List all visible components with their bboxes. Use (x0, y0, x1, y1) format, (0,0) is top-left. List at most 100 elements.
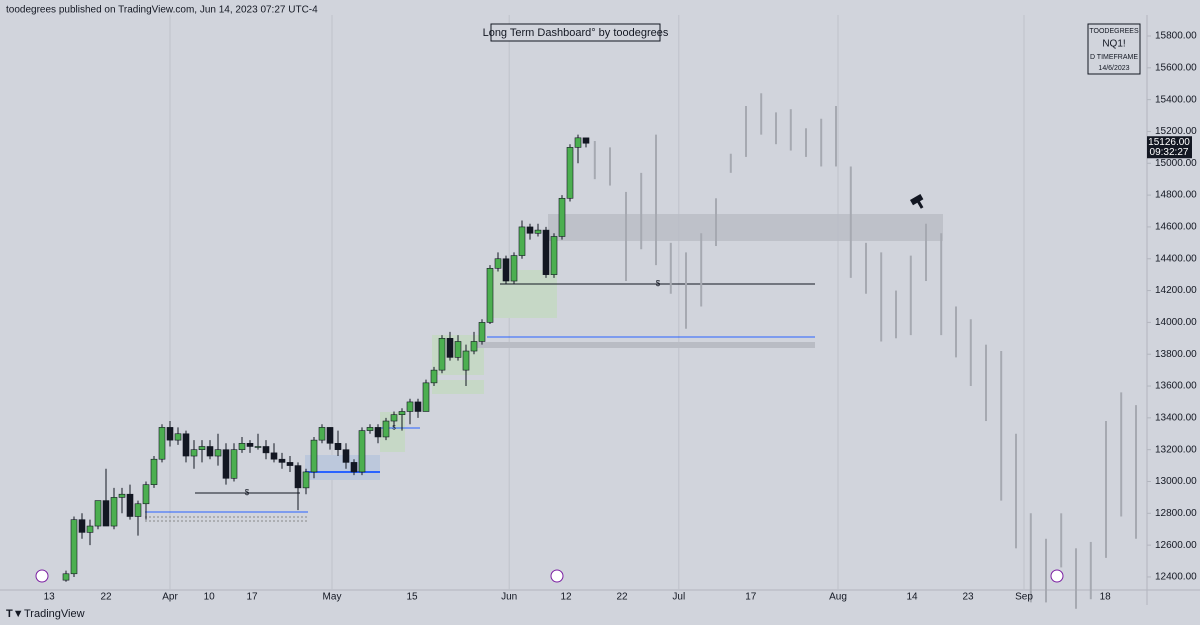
x-tick-label: 13 (44, 592, 56, 603)
candle-body (390, 414, 398, 422)
candle-body (454, 341, 462, 358)
candle-body (478, 322, 486, 342)
candle-body (494, 258, 502, 269)
candle-body (286, 462, 294, 466)
candle-body (78, 519, 86, 533)
y-tick-label: 13400.00 (1155, 412, 1197, 423)
candle-body (278, 458, 286, 463)
candle-body (142, 484, 150, 505)
y-tick-label: 14400.00 (1155, 253, 1197, 264)
candle-body (486, 267, 494, 323)
event-icon[interactable] (35, 569, 49, 583)
candle-body (382, 420, 390, 438)
y-tick-label: 12600.00 (1155, 540, 1197, 551)
y-tick-label: 12800.00 (1155, 508, 1197, 519)
y-tick-label: 14800.00 (1155, 190, 1197, 201)
candle-body (358, 430, 366, 473)
candle-body (518, 226, 526, 256)
x-tick-label: Apr (162, 592, 178, 603)
dashboard-timeframe: D TIMEFRAME (1090, 54, 1138, 61)
candle-body (470, 341, 478, 352)
zone (548, 214, 943, 241)
annotation: $ (392, 426, 396, 432)
candle-body (334, 443, 342, 450)
candle-body (502, 258, 510, 282)
event-icon[interactable] (550, 569, 564, 583)
candle-body (158, 427, 166, 460)
candle-body (206, 446, 214, 457)
y-tick-label: 14000.00 (1155, 317, 1197, 328)
y-tick-label: 15200.00 (1155, 126, 1197, 137)
y-tick-label: 14600.00 (1155, 222, 1197, 233)
candle-body (510, 255, 518, 282)
candle-body (414, 401, 422, 412)
candle-body (534, 229, 542, 234)
candle-body (150, 458, 158, 485)
candle-body (182, 433, 190, 457)
candle-body (94, 500, 102, 527)
candle-body (262, 446, 270, 454)
candle-body (126, 493, 134, 517)
candle-body (350, 462, 358, 473)
x-tick-label: Aug (829, 592, 847, 603)
x-tick-label: 17 (745, 592, 757, 603)
x-tick-label: 23 (962, 592, 974, 603)
candle-body (582, 137, 590, 144)
candle-body (558, 197, 566, 237)
header: toodegrees published on TradingView.com,… (6, 5, 318, 16)
countdown: 09:32:27 (1150, 147, 1189, 158)
x-tick-label: Jul (672, 592, 685, 603)
y-tick-label: 15400.00 (1155, 94, 1197, 105)
candle-body (446, 337, 454, 358)
dashboard-title-box (490, 23, 661, 42)
candle-body (318, 427, 326, 441)
x-tick-label: 12 (560, 592, 572, 603)
candle-body (430, 369, 438, 384)
annotation: $ (656, 279, 661, 288)
x-tick-label: 22 (100, 592, 112, 603)
candle-body (406, 401, 414, 412)
candle-body (398, 411, 406, 415)
last-price: 15126.00 (1148, 137, 1190, 148)
y-tick-label: 13000.00 (1155, 476, 1197, 487)
zone (432, 380, 484, 394)
candle-body (566, 147, 574, 199)
candle-body (190, 449, 198, 457)
annotation: $ (245, 488, 250, 497)
candle-body (422, 382, 430, 412)
candle-body (134, 503, 142, 517)
footer: TradingView (24, 608, 85, 620)
candle-body (462, 350, 470, 371)
dashboard-title: Long Term Dashboard° by toodegrees (483, 27, 669, 39)
dashboard-symbol: NQ1! (1102, 39, 1125, 50)
x-tick-label: Sep (1015, 592, 1033, 603)
footer-logo: T▼ (6, 608, 24, 620)
x-tick-label: May (323, 592, 342, 603)
candle-body (70, 519, 78, 575)
zone (487, 270, 557, 318)
candle-body (326, 427, 334, 444)
y-tick-label: 15000.00 (1155, 158, 1197, 169)
candle-body (254, 446, 262, 448)
candle-body (310, 439, 318, 473)
y-tick-label: 15600.00 (1155, 62, 1197, 73)
candle-body (222, 449, 230, 479)
zone (305, 455, 380, 480)
candle-body (526, 226, 534, 234)
x-tick-label: 17 (246, 592, 258, 603)
icon (910, 194, 924, 209)
candle-body (438, 337, 446, 371)
candle-body (214, 449, 222, 457)
y-tick-label: 13800.00 (1155, 349, 1197, 360)
candle-body (86, 525, 94, 533)
event-icon[interactable] (1050, 569, 1064, 583)
candle-body (302, 471, 310, 489)
x-tick-label: 10 (204, 592, 216, 603)
x-tick-label: 22 (616, 592, 628, 603)
candle-body (118, 493, 126, 498)
candle-body (198, 446, 206, 450)
candle-body (238, 443, 246, 450)
x-tick-label: 15 (406, 592, 418, 603)
